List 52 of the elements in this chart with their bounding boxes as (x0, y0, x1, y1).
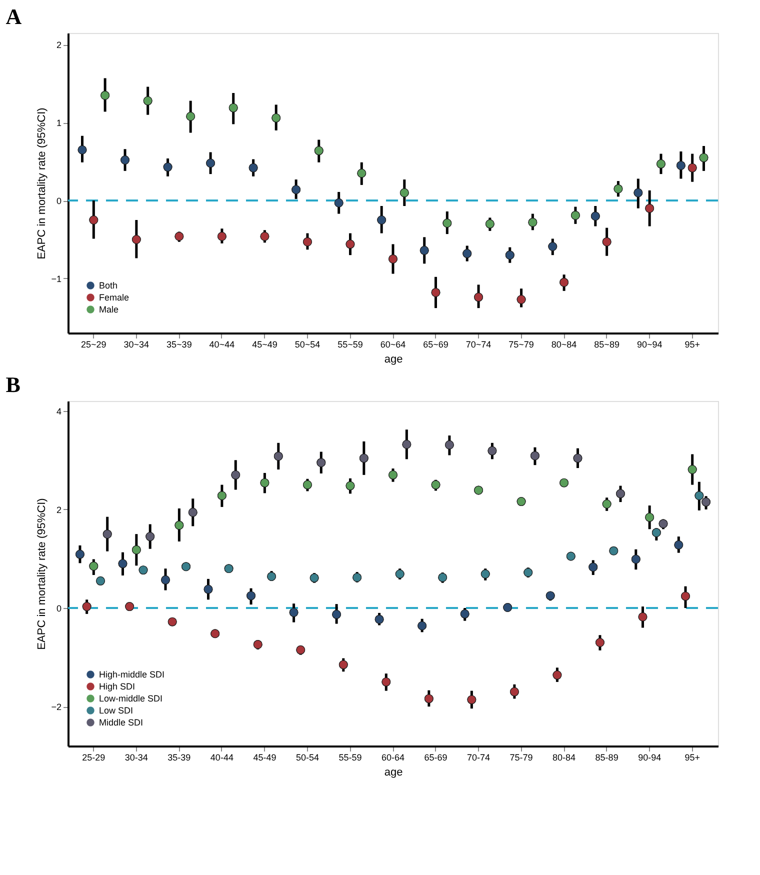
y-tick-label: 2 (56, 504, 62, 515)
x-tick-label: 95+ (684, 340, 700, 350)
x-tick-label: 55~59 (338, 340, 363, 350)
x-tick-label: 30-34 (124, 752, 148, 762)
x-tick-label: 45-49 (253, 752, 276, 762)
x-tick-label: 90~94 (636, 340, 662, 350)
legend-label: High-middle SDI (99, 670, 165, 680)
y-tick-label: 1 (56, 118, 62, 128)
chart-title: A (6, 4, 22, 29)
y-tick-label: 0 (56, 196, 62, 206)
y-tick-label: 0 (56, 604, 62, 614)
legend-label: Middle SDI (99, 718, 144, 728)
x-tick-label: 70~74 (466, 340, 492, 350)
x-tick-label: 40-44 (210, 752, 234, 762)
x-axis-title: age (384, 354, 403, 366)
legend-label: Low SDI (99, 706, 134, 716)
x-tick-label: 70-74 (467, 752, 490, 762)
y-tick-label: 4 (56, 406, 62, 416)
x-tick-label: 90-94 (638, 752, 662, 762)
legend-label: Female (99, 292, 130, 302)
x-tick-label: 45~49 (252, 340, 278, 350)
y-tick-label: −2 (51, 702, 62, 712)
x-tick-label: 25-29 (82, 752, 106, 762)
x-tick-label: 55-59 (338, 752, 362, 762)
x-tick-label: 50~54 (294, 340, 320, 350)
legend-label: Low-middle SDI (99, 694, 163, 704)
x-tick-label: 35-39 (168, 752, 191, 762)
chart-title: B (6, 372, 21, 397)
x-tick-label: 65~69 (423, 340, 448, 350)
x-tick-label: 65-69 (424, 752, 448, 762)
x-axis-title: age (384, 766, 403, 778)
x-tick-label: 75~79 (508, 340, 534, 350)
x-tick-label: 95+ (684, 752, 700, 762)
x-tick-label: 35~39 (166, 340, 192, 350)
x-tick-label: 25~29 (81, 340, 106, 350)
x-tick-label: 80-84 (552, 752, 576, 762)
x-tick-label: 50-54 (296, 752, 319, 762)
x-tick-label: 40~44 (209, 340, 235, 350)
y-tick-label: 2 (56, 40, 62, 50)
x-tick-label: 75-79 (510, 752, 533, 762)
legend-label: High SDI (99, 682, 136, 692)
y-axis-title: EAPC in mortality rate (95%CI) (36, 108, 48, 260)
x-tick-label: 30~34 (124, 340, 150, 350)
y-axis-title: EAPC in mortality rate (95%CI) (36, 498, 48, 650)
legend-label: Both (99, 280, 118, 290)
x-tick-label: 85~89 (594, 340, 620, 350)
x-tick-label: 85-89 (595, 752, 618, 762)
y-tick-label: −1 (51, 274, 62, 284)
legend-label: Male (99, 304, 119, 314)
x-tick-label: 80~84 (551, 340, 577, 350)
x-tick-label: 60-64 (381, 752, 405, 762)
x-tick-label: 60~64 (380, 340, 406, 350)
